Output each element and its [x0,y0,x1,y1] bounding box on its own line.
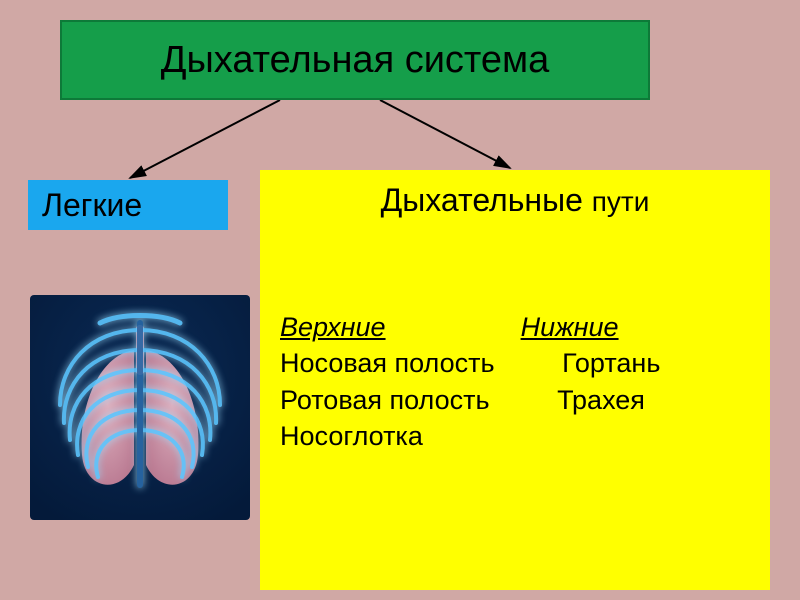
airways-title-main: Дыхательные [381,182,592,218]
airways-line-1: Носовая полость Гортань [280,345,750,381]
lungs-label: Легкие [42,187,142,224]
airways-title-sub: пути [592,186,650,217]
lungs-image [30,295,250,520]
airways-header-upper: Верхние [280,312,386,342]
airways-line-3: Носоглотка [280,418,750,454]
airways-headers: Верхние Нижние [280,309,750,345]
lungs-label-box: Легкие [28,180,228,230]
title-text: Дыхательная система [161,39,550,82]
airways-line-2: Ротовая полость Трахея [280,382,750,418]
lungs-svg [30,295,250,520]
airways-box: Дыхательные пути Верхние Нижние Носовая … [260,170,770,590]
airways-title: Дыхательные пути [280,182,750,219]
airways-header-lower: Нижние [521,312,619,342]
title-box: Дыхательная система [60,20,650,100]
